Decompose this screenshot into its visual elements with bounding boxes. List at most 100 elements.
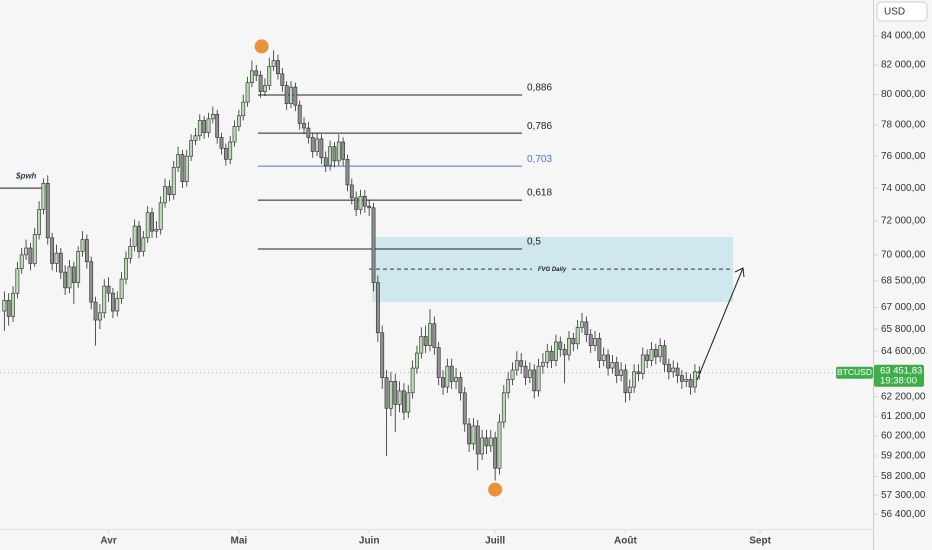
- candle-body: [263, 85, 267, 92]
- candle-body: [210, 113, 215, 120]
- candle-body: [406, 392, 411, 413]
- candle-body: [271, 60, 276, 67]
- candle-body: [119, 278, 124, 299]
- candle-body: [471, 425, 476, 445]
- candle-body: [145, 212, 150, 239]
- candle-body: [141, 237, 146, 252]
- candle-body: [519, 360, 524, 367]
- candle-body: [388, 381, 393, 409]
- candle-body: [245, 82, 250, 103]
- y-tick-label: 67 000,00: [881, 302, 926, 313]
- candle-body: [63, 271, 68, 289]
- candle-body: [484, 437, 489, 447]
- fib-level-label: 0,618: [527, 188, 552, 199]
- candle-body: [354, 197, 359, 210]
- candle-body: [584, 321, 589, 335]
- projection-arrow: [696, 267, 744, 381]
- candle-body: [410, 367, 415, 394]
- candle-body: [167, 186, 172, 195]
- candle-body: [184, 155, 189, 182]
- fib-level-label: 0,886: [527, 83, 552, 94]
- candle-body: [658, 345, 663, 358]
- x-tick-label: Août: [614, 536, 637, 547]
- candle-body: [241, 101, 246, 117]
- fvg-label: FVG Daily: [538, 267, 567, 273]
- candle-body: [267, 66, 272, 86]
- candle-body: [41, 183, 46, 210]
- candle-body: [37, 209, 41, 235]
- y-tick-label: 58 200,00: [881, 471, 926, 482]
- candle-body: [50, 237, 55, 264]
- candle-body: [545, 350, 550, 363]
- price-tag: [874, 364, 924, 387]
- candle-body: [297, 104, 302, 124]
- candle-body: [662, 345, 667, 365]
- candle-body: [367, 205, 372, 209]
- candle-body: [697, 371, 702, 374]
- y-tick-label: 68 500,00: [881, 276, 926, 287]
- candle-body: [488, 437, 493, 447]
- y-tick-label: 57 300,00: [881, 490, 926, 501]
- candle-body: [197, 120, 202, 137]
- candle-body: [336, 141, 341, 162]
- candle-body: [506, 379, 511, 394]
- countdown-label: 19:38:00: [880, 375, 917, 386]
- candle-body: [2, 299, 7, 312]
- y-tick-label: 82 000,00: [881, 60, 926, 71]
- candle-body: [349, 184, 354, 199]
- candle-body: [536, 365, 541, 392]
- candle-body: [684, 379, 689, 382]
- candle-body: [219, 137, 224, 149]
- candle-body: [593, 337, 597, 346]
- candle-body: [150, 212, 154, 232]
- candle-body: [193, 135, 198, 141]
- candle-body: [310, 137, 315, 152]
- fib-level-label: 0,5: [527, 237, 541, 248]
- candle-body: [163, 186, 167, 204]
- candle-body: [467, 423, 471, 445]
- arrow-head: [734, 267, 745, 278]
- candle-body: [675, 367, 680, 376]
- candle-body: [619, 369, 623, 376]
- candle-body: [84, 239, 89, 263]
- candle-body: [375, 282, 380, 334]
- candle-body: [419, 336, 424, 354]
- candle-body: [154, 229, 159, 232]
- candle-body: [640, 354, 645, 375]
- y-tick-label: 60 200,00: [881, 431, 926, 442]
- candle-body: [280, 73, 285, 86]
- candle-body: [510, 369, 515, 380]
- candle-body: [124, 257, 128, 280]
- candle-body: [58, 252, 63, 273]
- candle-body: [688, 379, 693, 388]
- y-tick-label: 76 000,00: [881, 151, 926, 162]
- currency-box[interactable]: [876, 1, 928, 22]
- candle-body: [223, 147, 228, 160]
- candle-body: [328, 146, 332, 166]
- y-tick-label: 78 000,00: [881, 120, 926, 131]
- candle-body: [93, 301, 98, 321]
- symbol-label: BTCUSD: [837, 367, 872, 377]
- candle-body: [653, 349, 658, 358]
- candle-body: [623, 369, 628, 394]
- y-tick-label: 62 200,00: [881, 391, 926, 402]
- y-tick-label: 56 400,00: [881, 509, 926, 520]
- candle-body: [601, 354, 606, 361]
- candle-body: [614, 362, 619, 376]
- y-tick-label: 70 000,00: [881, 250, 926, 261]
- candle-body: [76, 251, 81, 283]
- candle-body: [289, 86, 293, 104]
- candle-body: [284, 85, 289, 104]
- candle-body: [514, 360, 519, 371]
- candle-body: [293, 86, 298, 106]
- swing-high-marker: [254, 39, 269, 54]
- candle-body: [24, 247, 28, 256]
- x-tick-label: Juill: [485, 536, 505, 547]
- candle-body: [549, 350, 554, 361]
- candle-body: [71, 266, 76, 283]
- candle-body: [137, 225, 141, 252]
- x-tick-label: Mai: [231, 536, 248, 547]
- candle-body: [319, 138, 324, 159]
- x-tick-label: Juin: [359, 536, 380, 547]
